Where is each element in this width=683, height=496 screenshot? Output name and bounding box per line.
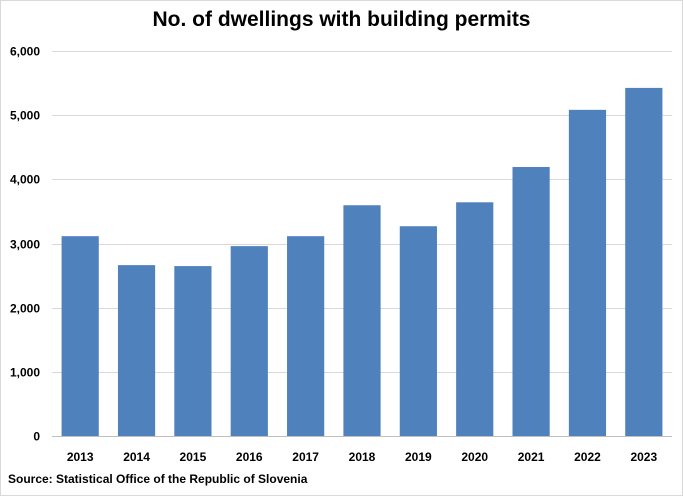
y-tick-label: 5,000 [10, 109, 40, 123]
bar [568, 109, 607, 437]
bar [117, 265, 156, 436]
x-tick-label: 2019 [405, 450, 432, 464]
bar [512, 167, 550, 436]
bar [343, 205, 381, 436]
x-tick-label: 2016 [236, 450, 263, 464]
x-tick-label: 2021 [518, 450, 545, 464]
x-tick-label: 2014 [123, 450, 150, 464]
bar [456, 202, 494, 436]
x-tick-label: 2013 [67, 450, 94, 464]
x-tick-label: 2022 [574, 450, 601, 464]
y-tick-label: 0 [33, 430, 40, 444]
x-tick-label: 2017 [292, 450, 319, 464]
bar [174, 266, 212, 436]
x-tick-label: 2018 [349, 450, 376, 464]
bar [61, 236, 99, 436]
bar [287, 236, 325, 436]
chart-title: No. of dwellings with building permits [152, 8, 531, 31]
y-tick-label: 3,000 [10, 238, 40, 252]
bar [230, 246, 268, 436]
x-tick-label: 2015 [180, 450, 207, 464]
y-tick-label: 2,000 [10, 302, 40, 316]
y-tick-label: 1,000 [10, 366, 40, 380]
bar [399, 226, 437, 436]
x-tick-label: 2023 [630, 450, 657, 464]
x-tick-label: 2020 [461, 450, 488, 464]
y-tick-label: 4,000 [10, 173, 40, 187]
source-note: Source: Statistical Office of the Republ… [8, 472, 308, 486]
bar [625, 87, 663, 436]
y-tick-label: 6,000 [10, 45, 40, 59]
